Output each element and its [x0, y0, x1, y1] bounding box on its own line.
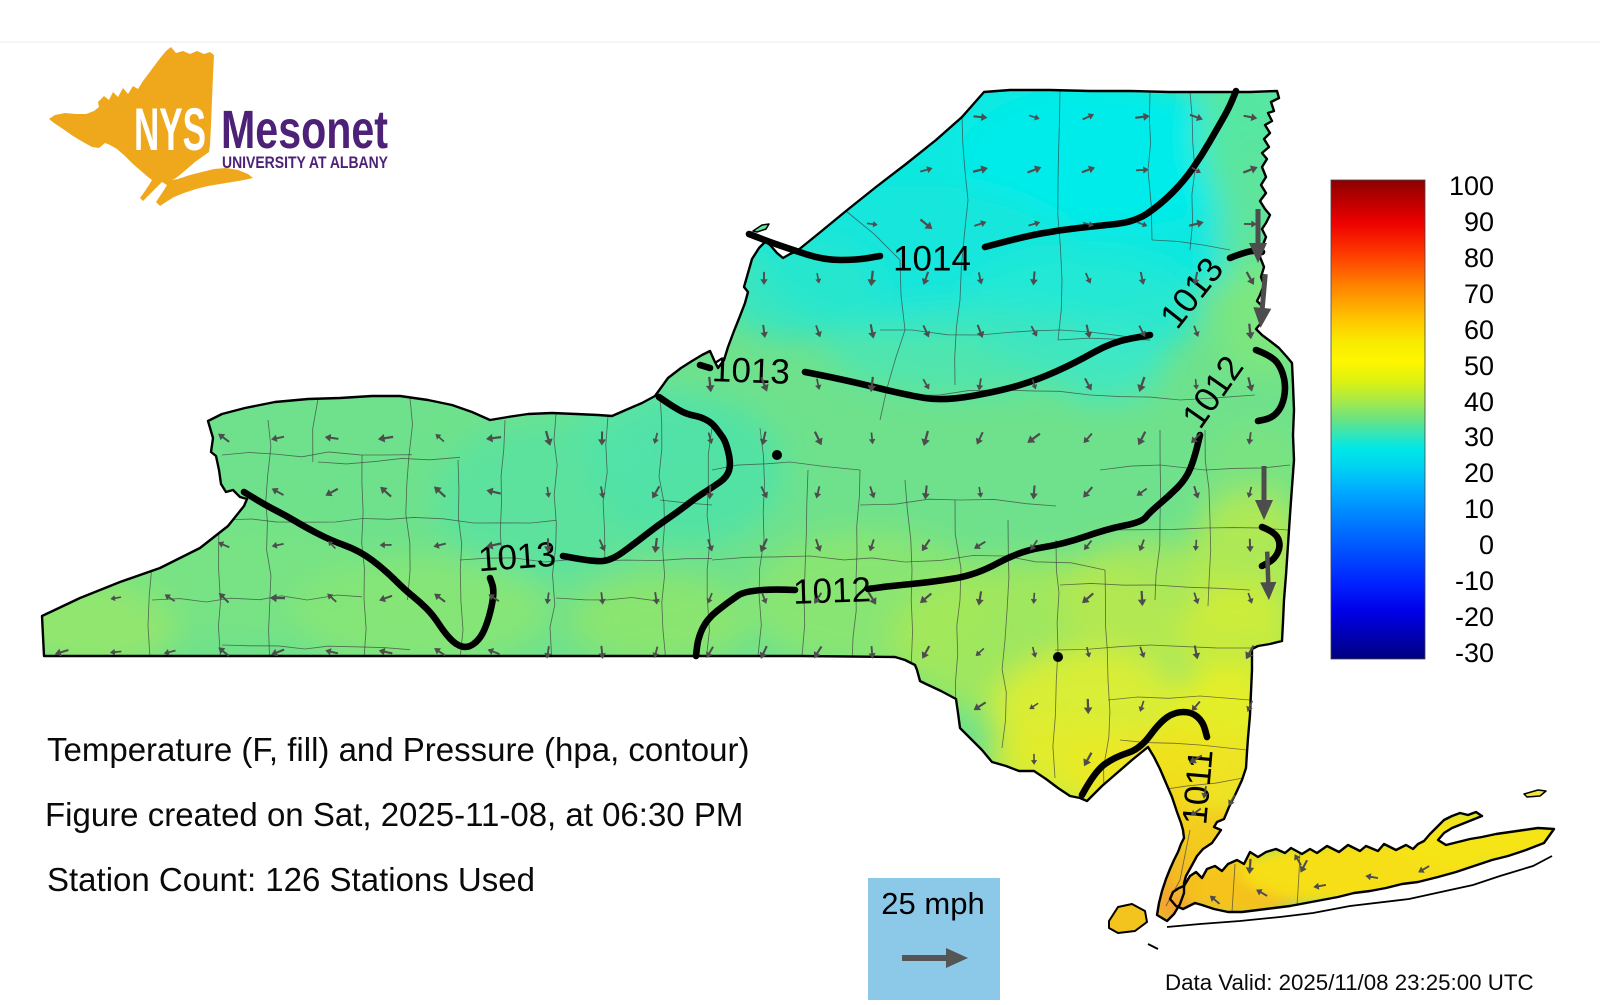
svg-text:25 mph: 25 mph [881, 886, 984, 921]
svg-text:1011: 1011 [1175, 748, 1220, 826]
svg-text:30: 30 [1464, 422, 1494, 452]
svg-text:10: 10 [1464, 494, 1494, 524]
svg-text:-10: -10 [1455, 566, 1494, 596]
svg-text:0: 0 [1479, 530, 1494, 560]
svg-text:Station Count: 126 Stations Us: Station Count: 126 Stations Used [47, 861, 535, 898]
svg-text:60: 60 [1464, 315, 1494, 345]
svg-text:NYS: NYS [134, 96, 206, 163]
svg-text:20: 20 [1464, 458, 1494, 488]
svg-text:40: 40 [1464, 387, 1494, 417]
svg-text:1013: 1013 [477, 535, 557, 579]
svg-text:90: 90 [1464, 207, 1494, 237]
svg-text:Figure created on Sat, 2025-11: Figure created on Sat, 2025-11-08, at 06… [45, 796, 743, 833]
svg-text:80: 80 [1464, 243, 1494, 273]
svg-text:-20: -20 [1455, 602, 1494, 632]
svg-text:70: 70 [1464, 279, 1494, 309]
svg-text:100: 100 [1449, 171, 1494, 201]
svg-text:-30: -30 [1455, 638, 1494, 668]
svg-text:Data Valid: 2025/11/08 23:25:0: Data Valid: 2025/11/08 23:25:00 UTC [1165, 970, 1534, 995]
svg-text:50: 50 [1464, 351, 1494, 381]
svg-text:Temperature (F, fill) and Pres: Temperature (F, fill) and Pressure (hpa,… [47, 731, 749, 768]
svg-text:1014: 1014 [893, 240, 971, 279]
svg-text:1013: 1013 [711, 350, 790, 392]
svg-text:1012: 1012 [792, 570, 871, 612]
svg-text:Mesonet: Mesonet [221, 100, 388, 160]
svg-text:UNIVERSITY AT ALBANY: UNIVERSITY AT ALBANY [222, 153, 389, 172]
